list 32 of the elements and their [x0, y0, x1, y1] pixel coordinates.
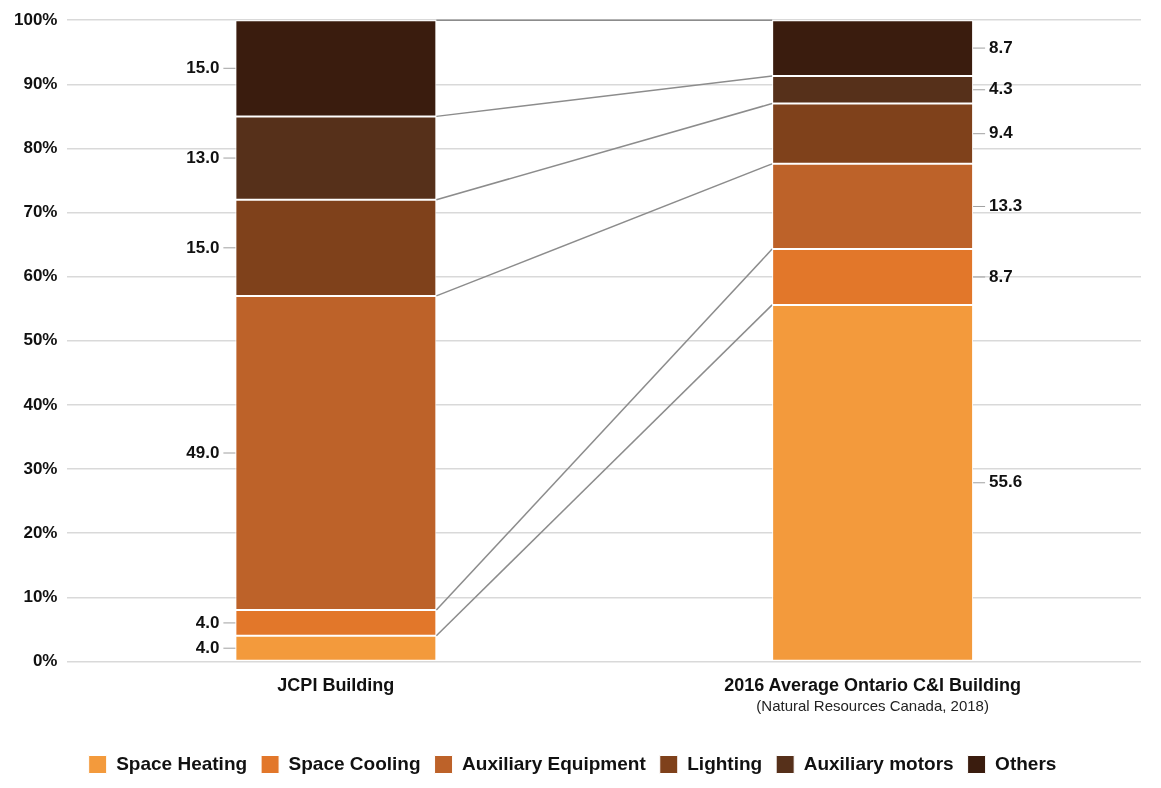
data-label: 4.3: [989, 79, 1013, 99]
data-label: 13.3: [989, 196, 1023, 216]
legend-label: Space Heating: [116, 752, 248, 774]
data-label: 49.0: [186, 442, 220, 462]
data-label: 9.4: [989, 123, 1014, 143]
y-tick-label: 20%: [23, 522, 58, 542]
data-label: 8.7: [989, 37, 1013, 57]
legend-label: Lighting: [687, 752, 763, 774]
legend-label: Auxiliary Equipment: [462, 752, 647, 774]
x-tick-label: JCPI Building: [277, 675, 395, 696]
data-label: 13.0: [186, 147, 220, 167]
x-tick-label: 2016 Average Ontario C&I Building: [724, 675, 1021, 696]
y-tick-label: 40%: [23, 394, 58, 414]
y-tick-label: 30%: [23, 458, 58, 478]
data-label: 15.0: [186, 237, 220, 257]
data-label: 15.0: [186, 57, 220, 77]
data-label: 55.6: [989, 472, 1023, 492]
legend-label: Others: [995, 752, 1057, 774]
y-tick-label: 90%: [23, 74, 58, 94]
y-tick-label: 60%: [23, 266, 58, 286]
data-label: 4.0: [195, 612, 220, 632]
y-tick-label: 10%: [23, 586, 58, 606]
text: (Natural Resources Canada, 2018): [756, 697, 989, 715]
data-label: 8.7: [989, 266, 1013, 286]
y-tick-label: 0%: [32, 651, 58, 671]
y-tick-label: 50%: [23, 330, 58, 350]
y-tick-label: 80%: [23, 138, 58, 158]
legend-label: Space Cooling: [288, 752, 421, 774]
data-label: 4.0: [195, 637, 220, 657]
legend-label: Auxiliary motors: [803, 752, 954, 774]
y-tick-label: 70%: [23, 202, 58, 222]
y-tick-label: 100%: [14, 9, 58, 29]
